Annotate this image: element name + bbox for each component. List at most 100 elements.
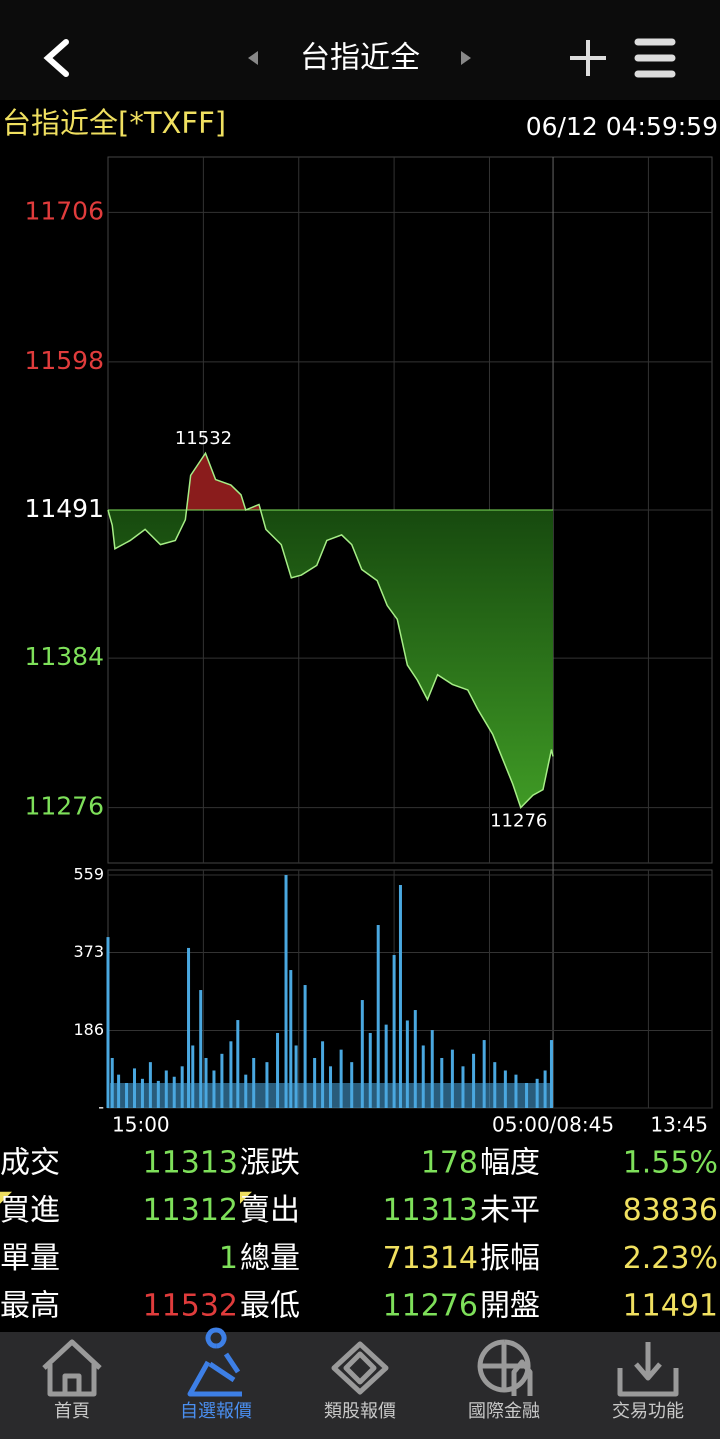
quote-label: 單量 — [0, 1241, 60, 1276]
volume-bar — [106, 937, 110, 1108]
area-up — [108, 453, 554, 510]
tab[interactable]: 首頁 — [42, 1339, 102, 1422]
flag — [240, 1191, 252, 1204]
volume-bar — [405, 1020, 409, 1108]
annotation: 11532 — [175, 428, 232, 449]
tab-icon — [331, 1341, 389, 1395]
quote-value: 71314 — [383, 1241, 478, 1276]
volume-bar — [440, 1057, 444, 1108]
prev-button[interactable] — [248, 51, 258, 65]
volume-bar — [284, 875, 288, 1108]
y-tick-label: - — [98, 1098, 104, 1117]
tab-icon — [187, 1327, 242, 1397]
volume-bar — [276, 1032, 280, 1108]
x-tick-label: 15:00 — [112, 1113, 170, 1137]
volume-bar — [191, 1045, 195, 1108]
tab-label: 交易功能 — [612, 1401, 684, 1422]
tab-label: 國際金融 — [468, 1401, 540, 1422]
y-tick-label: 373 — [73, 942, 104, 961]
volume-bar — [413, 1010, 417, 1108]
volume-bar — [303, 985, 307, 1108]
quote-value: 178 — [421, 1146, 478, 1181]
volume-bar — [252, 1057, 256, 1108]
y-tick-label: 559 — [73, 865, 104, 884]
tab-label: 自選報價 — [180, 1401, 252, 1422]
instrument-name: 台指近全[*TXFF] — [2, 106, 226, 140]
next-button[interactable] — [461, 51, 471, 65]
quote-label: 最低 — [240, 1289, 300, 1324]
quote-value: 1 — [219, 1241, 238, 1276]
datetime: 06/12 04:59:59 — [526, 112, 718, 141]
tab-icon — [617, 1342, 679, 1397]
tab[interactable]: 類股報價 — [324, 1341, 396, 1422]
volume-bar — [360, 1000, 364, 1108]
volume-bar — [313, 1057, 317, 1108]
quote-value: 11312 — [143, 1193, 238, 1228]
volume-bar — [321, 1041, 325, 1108]
y-tick-label: 186 — [73, 1020, 104, 1039]
tab[interactable]: 自選報價 — [180, 1327, 252, 1422]
quote-label: 成交 — [0, 1146, 60, 1181]
volume-bar — [392, 955, 396, 1108]
page-title: 台指近全 — [300, 41, 420, 76]
quote-value: 11276 — [383, 1289, 478, 1324]
y-tick-label: 11706 — [24, 196, 104, 225]
y-tick-label: 11491 — [24, 494, 104, 523]
volume-bar — [472, 1053, 476, 1108]
volume-bar — [482, 1040, 486, 1108]
tab[interactable]: 國際金融 — [468, 1339, 540, 1422]
volume-bar — [220, 1053, 224, 1108]
annotation: 11276 — [490, 811, 547, 832]
tab-icon — [42, 1339, 102, 1397]
price-line — [107, 451, 554, 810]
flag — [0, 1191, 12, 1204]
volume-bar — [229, 1041, 233, 1108]
volume-bar — [430, 1030, 434, 1108]
y-tick-label: 11598 — [24, 346, 104, 375]
tab-icon — [477, 1339, 533, 1396]
quote-value: 2.23% — [623, 1241, 718, 1276]
volume-bar — [421, 1045, 425, 1108]
quote-value: 11313 — [383, 1193, 478, 1228]
quote-label: 買進 — [0, 1193, 60, 1228]
volume-bar — [110, 1057, 114, 1108]
quote-label: 開盤 — [480, 1289, 540, 1324]
area-down — [108, 510, 554, 808]
quote-value: 11532 — [143, 1289, 238, 1324]
volume-bar — [368, 1032, 372, 1108]
volume-bar — [376, 925, 380, 1108]
y-tick-label: 11276 — [24, 792, 104, 821]
quote-value: 11313 — [143, 1146, 238, 1181]
quote-label: 最高 — [0, 1289, 60, 1324]
volume-bar — [294, 1045, 298, 1108]
x-tick-label: 05:00/08:45 — [492, 1113, 614, 1137]
volume-base — [110, 1083, 552, 1108]
x-tick-label: 13:45 — [650, 1113, 708, 1137]
volume-bar — [204, 1057, 208, 1108]
volume-bar — [199, 990, 203, 1108]
menu-button[interactable] — [634, 38, 676, 78]
back-button[interactable] — [43, 39, 69, 77]
quote-label: 未平 — [480, 1193, 540, 1228]
quote-value: 11491 — [623, 1289, 718, 1324]
quote-label: 賣出 — [240, 1193, 300, 1228]
volume-frame — [107, 869, 713, 1109]
volume-bar — [398, 885, 402, 1108]
quote-label: 振幅 — [480, 1241, 540, 1276]
quote-value: 83836 — [623, 1193, 718, 1228]
quote-value: 1.55% — [623, 1146, 718, 1181]
quote-label: 漲跌 — [240, 1146, 300, 1181]
add-button[interactable] — [570, 40, 606, 76]
tab-label: 首頁 — [54, 1401, 90, 1422]
tab-bar — [0, 1332, 720, 1439]
volume-bar — [384, 1024, 388, 1108]
quote-label: 幅度 — [480, 1146, 540, 1181]
y-tick-label: 11384 — [24, 642, 104, 671]
volume-bar — [549, 1040, 553, 1108]
volume-bar — [187, 947, 191, 1108]
tab[interactable]: 交易功能 — [612, 1342, 684, 1422]
tab-label: 類股報價 — [324, 1401, 396, 1422]
top-bar — [0, 0, 720, 100]
